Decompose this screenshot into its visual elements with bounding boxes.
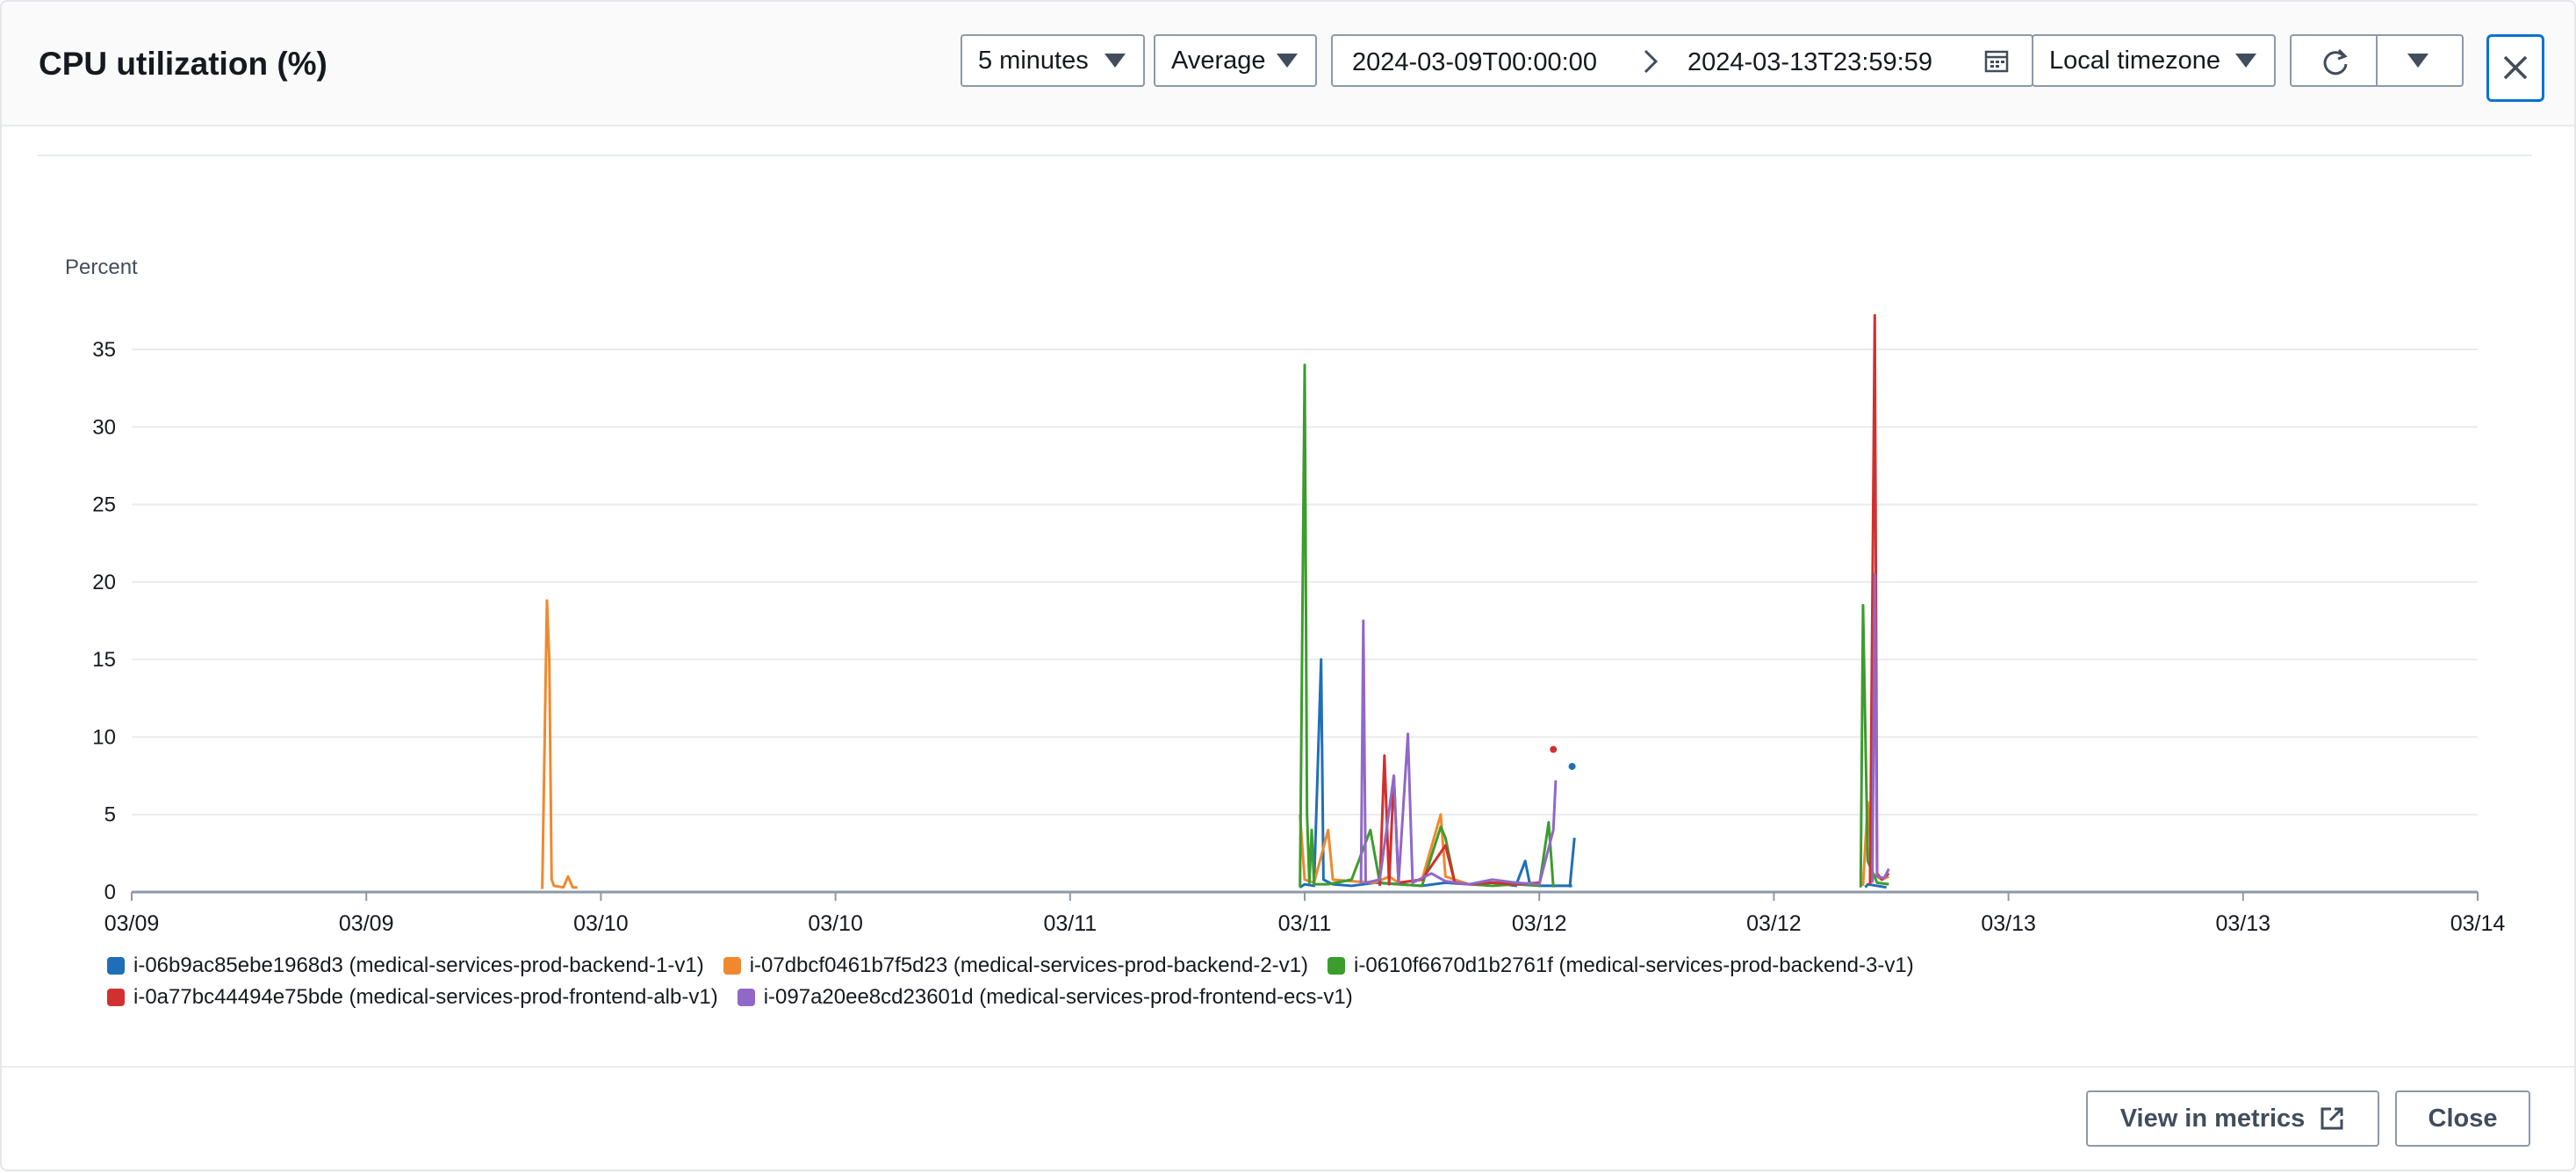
chart-legend: i-06b9ac85ebe1968d3 (medical-services-pr… [107, 950, 2478, 1013]
chevron-down-icon [1277, 54, 1298, 68]
y-tick-label: 10 [92, 725, 116, 749]
legend-item[interactable]: i-097a20ee8cd23601d (medical-services-pr… [737, 985, 1353, 1010]
legend-label: i-07dbcf0461b7f5d23 (medical-services-pr… [749, 954, 1309, 977]
series-line-5 [1359, 619, 1558, 886]
legend-label: i-0610f6670d1b2761f (medical-services-pr… [1354, 954, 1914, 977]
chevron-down-icon [2407, 54, 2428, 68]
legend-swatch [107, 989, 125, 1006]
series-line-4 [1378, 754, 1540, 886]
series-line-1 [1864, 882, 1887, 889]
legend-label: i-0a77bc44494e75bde (medical-services-pr… [133, 985, 718, 1009]
close-button[interactable]: Close [2395, 1090, 2530, 1147]
x-tick-label: 03/12 [1746, 911, 1802, 936]
legend-item[interactable]: i-06b9ac85ebe1968d3 (medical-services-pr… [107, 954, 704, 978]
series-point-1 [1568, 762, 1576, 770]
legend-item[interactable]: i-0610f6670d1b2761f (medical-services-pr… [1328, 954, 1914, 978]
legend-swatch [723, 957, 741, 975]
view-in-metrics-button[interactable]: View in metrics [2086, 1090, 2379, 1147]
view-in-metrics-label: View in metrics [2119, 1104, 2306, 1133]
x-tick-label: 03/13 [1981, 911, 2036, 936]
chevron-down-icon [2235, 54, 2256, 68]
x-tick-label: 03/11 [1278, 911, 1332, 936]
period-select[interactable]: 5 minutes [961, 34, 1145, 87]
x-tick-label: 03/09 [104, 911, 160, 936]
legend-item[interactable]: i-0a77bc44494e75bde (medical-services-pr… [107, 985, 718, 1010]
y-tick-label: 35 [92, 338, 116, 362]
refresh-options-button[interactable] [2376, 34, 2464, 87]
external-link-icon [2321, 1107, 2343, 1130]
close-icon [2503, 55, 2528, 80]
date-range-picker[interactable]: 2024-03-09T00:00:00 2024-03-13T23:59:59 [1331, 34, 2033, 87]
series-line-3 [1299, 363, 1555, 888]
close-icon-button[interactable] [2486, 34, 2544, 102]
cpu-utilization-chart: Percent 0 5 10 15 20 25 30 35 03/09 03/09 03/10 03… [65, 255, 2506, 936]
y-tick-label: 5 [104, 803, 116, 827]
series-line-3 [1859, 603, 1889, 888]
legend-swatch [737, 989, 755, 1006]
y-tick-label: 15 [92, 648, 116, 672]
chevron-down-icon [1105, 54, 1126, 68]
x-tick-label: 03/10 [573, 911, 629, 936]
timezone-select[interactable]: Local timezone [2032, 34, 2276, 87]
close-button-label: Close [2428, 1104, 2498, 1133]
range-end: 2024-03-13T23:59:59 [1687, 48, 1932, 76]
x-tick-label: 03/14 [2450, 911, 2506, 936]
y-tick-label: 20 [92, 571, 116, 594]
statistic-select[interactable]: Average [1154, 34, 1317, 87]
series-line-1 [1299, 658, 1572, 889]
section-divider [37, 155, 2532, 156]
statistic-select-value: Average [1171, 46, 1266, 75]
legend-label: i-097a20ee8cd23601d (medical-services-pr… [763, 985, 1353, 1009]
legend-swatch [107, 957, 125, 975]
x-tick-label: 03/10 [808, 911, 863, 936]
x-tick-label: 03/11 [1043, 911, 1097, 936]
timezone-select-value: Local timezone [2049, 46, 2221, 75]
modal-title: CPU utilization (%) [39, 46, 327, 82]
chevron-right-icon [1644, 49, 1659, 74]
x-tick-label: 03/09 [339, 911, 394, 936]
legend-item[interactable]: i-07dbcf0461b7f5d23 (medical-services-pr… [723, 954, 1308, 978]
y-tick-label: 0 [104, 881, 116, 904]
series-line-2 [1299, 813, 1540, 886]
series-line-1 [1568, 838, 1576, 888]
x-tick-label: 03/13 [2216, 911, 2271, 936]
period-select-value: 5 minutes [978, 46, 1089, 75]
refresh-icon [2323, 48, 2348, 76]
y-tick-label: 25 [92, 493, 116, 517]
series-point-4 [1550, 745, 1558, 753]
x-tick-label: 03/12 [1512, 911, 1567, 936]
modal-header: CPU utilization (%) 5 minutes Average 20… [2, 2, 2574, 126]
y-axis-label: Percent [65, 255, 138, 279]
legend-label: i-06b9ac85ebe1968d3 (medical-services-pr… [133, 954, 704, 977]
y-tick-label: 30 [92, 415, 116, 439]
range-start: 2024-03-09T00:00:00 [1352, 48, 1597, 76]
series-line-5 [1871, 572, 1890, 883]
calendar-icon[interactable] [1984, 48, 2009, 73]
footer-divider [2, 1066, 2574, 1068]
series-line-2 [541, 599, 578, 889]
legend-swatch [1328, 957, 1346, 975]
